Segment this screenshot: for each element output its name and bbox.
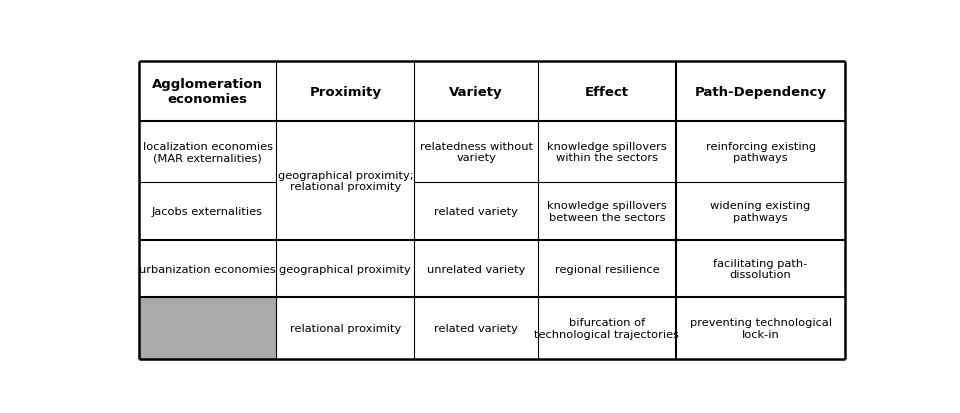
Bar <box>676 183 846 241</box>
Bar <box>415 62 538 122</box>
Bar <box>538 183 676 241</box>
Bar <box>138 62 276 122</box>
Bar <box>138 183 276 241</box>
Text: localization economies
(MAR externalities): localization economies (MAR externalitie… <box>142 141 273 163</box>
Bar <box>415 183 538 241</box>
Text: Effect: Effect <box>585 85 629 98</box>
Bar <box>538 241 676 297</box>
Bar <box>538 297 676 360</box>
Text: geographical proximity;
relational proximity: geographical proximity; relational proxi… <box>277 171 413 192</box>
Text: Path-Dependency: Path-Dependency <box>695 85 827 98</box>
Bar <box>276 62 415 122</box>
Bar <box>676 62 846 122</box>
Text: widening existing
pathways: widening existing pathways <box>710 201 810 223</box>
Text: facilitating path-
dissolution: facilitating path- dissolution <box>713 258 807 280</box>
Bar <box>276 241 415 297</box>
Text: preventing technological
lock-in: preventing technological lock-in <box>689 318 831 339</box>
Text: related variety: related variety <box>434 206 518 217</box>
Bar <box>138 297 276 360</box>
Bar <box>538 62 676 122</box>
Text: regional resilience: regional resilience <box>555 264 660 274</box>
Bar <box>415 122 538 183</box>
Bar <box>676 241 846 297</box>
Bar <box>676 297 846 360</box>
Text: relational proximity: relational proximity <box>290 323 401 333</box>
Text: bifurcation of
technological trajectories: bifurcation of technological trajectorie… <box>535 318 680 339</box>
Bar <box>676 122 846 183</box>
Text: unrelated variety: unrelated variety <box>427 264 525 274</box>
Text: urbanization economies: urbanization economies <box>139 264 276 274</box>
Text: Agglomeration
economies: Agglomeration economies <box>152 78 263 106</box>
Text: Proximity: Proximity <box>309 85 381 98</box>
Text: reinforcing existing
pathways: reinforcing existing pathways <box>706 141 816 163</box>
Bar <box>415 297 538 360</box>
Bar <box>538 122 676 183</box>
Text: geographical proximity: geographical proximity <box>279 264 411 274</box>
Bar <box>276 297 415 360</box>
Text: Jacobs externalities: Jacobs externalities <box>152 206 263 217</box>
Bar <box>276 122 415 241</box>
Bar <box>138 241 276 297</box>
Text: Variety: Variety <box>449 85 503 98</box>
Text: knowledge spillovers
between the sectors: knowledge spillovers between the sectors <box>547 201 667 223</box>
Bar <box>138 122 276 183</box>
Bar <box>415 241 538 297</box>
Text: related variety: related variety <box>434 323 518 333</box>
Text: knowledge spillovers
within the sectors: knowledge spillovers within the sectors <box>547 141 667 163</box>
Text: relatedness without
variety: relatedness without variety <box>420 141 533 163</box>
